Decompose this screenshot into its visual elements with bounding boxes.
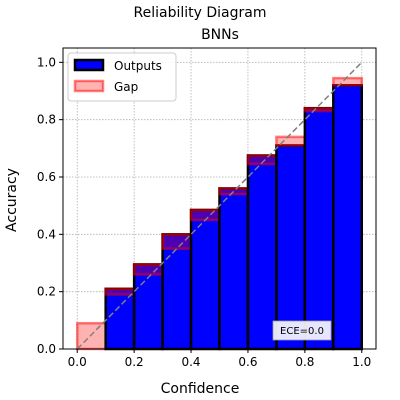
x-tick-label: 0.6 — [238, 355, 257, 369]
figure-suptitle: Reliability Diagram — [134, 5, 267, 21]
gap-bar — [161, 233, 193, 250]
chart-title: BNNs — [201, 27, 239, 43]
legend-gap-label: Gap — [114, 80, 138, 94]
y-tick-label: 0.0 — [37, 342, 56, 356]
output-bar — [332, 84, 364, 351]
legend-outputs-label: Outputs — [114, 59, 162, 73]
x-tick-label: 0.2 — [125, 355, 144, 369]
ece-annotation-text: ECE=0.0 — [280, 326, 324, 337]
output-bar — [218, 187, 250, 351]
plot-frame — [62, 47, 377, 350]
y-axis-label: Accuracy — [4, 168, 20, 232]
y-tick-label: 0.8 — [37, 113, 56, 127]
y-tick-label: 0.6 — [37, 170, 56, 184]
output-bar — [104, 287, 136, 351]
gap-bar — [189, 208, 221, 222]
x-tick-label: 0.8 — [295, 355, 314, 369]
legend: Outputs Gap — [67, 52, 177, 102]
output-bar — [303, 106, 335, 351]
legend-gap-swatch — [73, 79, 105, 93]
output-bar — [275, 144, 307, 351]
gap-bar — [332, 76, 364, 87]
gap-bar — [104, 287, 136, 296]
output-bar — [161, 233, 193, 351]
ece-annotation-box — [272, 320, 332, 341]
x-tick-label: 0.4 — [181, 355, 200, 369]
axis-ticks: 0.0 0.2 0.4 0.6 0.8 1.0 0.0 0.2 0.4 0.6 0.8 1.0 — [37, 55, 371, 369]
x-tick-label: 0.0 — [68, 355, 87, 369]
output-bar — [246, 154, 278, 351]
bars — [75, 76, 364, 351]
ece-annotation: ECE=0.0 — [272, 320, 332, 341]
y-tick-label: 0.4 — [37, 227, 56, 241]
y-tick-label: 0.2 — [37, 285, 56, 299]
diagonal-reference — [76, 61, 363, 350]
gap-bar — [303, 106, 335, 113]
gap-bar — [132, 263, 164, 276]
legend-outputs-swatch — [73, 58, 105, 72]
x-tick-label: 1.0 — [352, 355, 371, 369]
perfect-calibration-line — [76, 61, 363, 350]
x-axis-label: Confidence — [161, 381, 240, 397]
y-tick-label: 1.0 — [37, 55, 56, 69]
